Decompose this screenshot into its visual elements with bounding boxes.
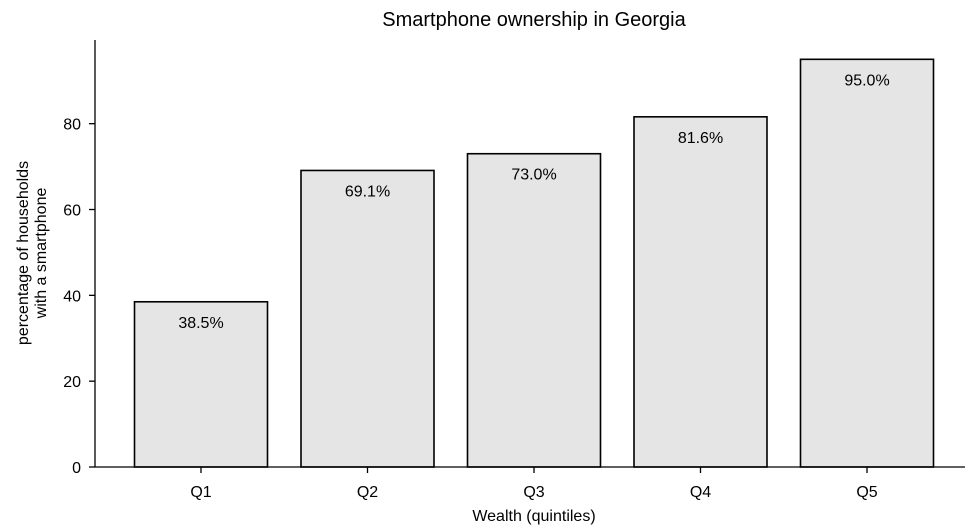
y-tick-label-0: 0 [72, 460, 81, 477]
chart-title: Smartphone ownership in Georgia [382, 9, 686, 31]
bar-q2 [300, 169, 435, 468]
data-labels-group: 38.5% 69.1% 73.0% 81.6% 95.0% [178, 72, 889, 331]
x-tick-label-q1: Q1 [190, 484, 211, 501]
y-tick-label-20: 20 [63, 374, 81, 391]
y-axis-label: percentage of households with a smartpho… [15, 161, 50, 345]
bar-q4 [633, 116, 768, 468]
y-tick-label-80: 80 [63, 117, 81, 134]
data-label-q1: 38.5% [178, 315, 223, 332]
bar-q5 [799, 58, 935, 468]
x-tick-label-q2: Q2 [357, 484, 378, 501]
bar-q3 [466, 152, 602, 468]
x-tick-label-q3: Q3 [523, 484, 544, 501]
bar-q1 [133, 300, 269, 468]
data-label-q4: 81.6% [678, 130, 723, 147]
x-tick-label-q5: Q5 [856, 484, 877, 501]
y-tick-label-40: 40 [63, 288, 81, 305]
y-tick-label-60: 60 [63, 203, 81, 220]
data-label-q2: 69.1% [345, 183, 390, 200]
y-ticks-group: 0 20 40 60 80 [63, 117, 95, 477]
bars-group [133, 58, 935, 468]
y-axis-label-line-1: percentage of households [15, 161, 32, 345]
x-tick-label-q4: Q4 [690, 484, 711, 501]
x-ticks-group: Q1 Q2 Q3 Q4 Q5 [190, 467, 878, 501]
data-label-q3: 73.0% [511, 167, 556, 184]
y-axis-label-line-2: with a smartphone [33, 188, 50, 320]
x-axis-label: Wealth (quintiles) [472, 508, 595, 525]
data-label-q5: 95.0% [844, 72, 889, 89]
